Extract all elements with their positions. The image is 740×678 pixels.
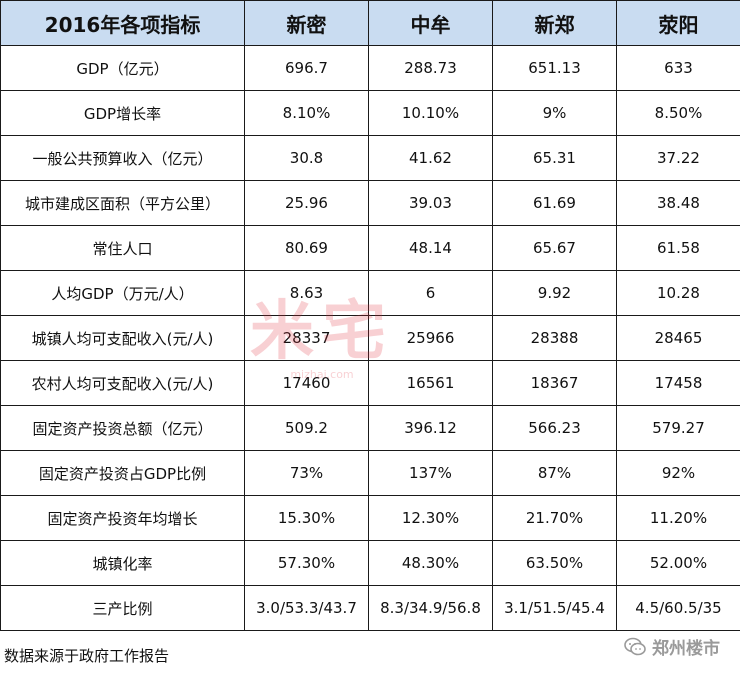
row-label: 固定资产投资总额（亿元） xyxy=(0,405,245,451)
table-row: 城市建成区面积（平方公里） 25.96 39.03 61.69 38.48 xyxy=(0,180,740,226)
table-cell: 9% xyxy=(492,90,617,136)
header-zhongmou: 中牟 xyxy=(368,0,493,46)
table-row: GDP增长率 8.10% 10.10% 9% 8.50% xyxy=(0,90,740,136)
table-cell: 37.22 xyxy=(616,135,740,181)
table-row: 农村人均可支配收入(元/人) 17460 16561 18367 17458 xyxy=(0,360,740,406)
row-label: 一般公共预算收入（亿元） xyxy=(0,135,245,181)
table-cell: 566.23 xyxy=(492,405,617,451)
table-cell: 696.7 xyxy=(244,45,369,91)
table-cell: 137% xyxy=(368,450,493,496)
table-row: 常住人口 80.69 48.14 65.67 61.58 xyxy=(0,225,740,271)
table-cell: 11.20% xyxy=(616,495,740,541)
table-cell: 633 xyxy=(616,45,740,91)
table-cell: 48.14 xyxy=(368,225,493,271)
table-cell: 17458 xyxy=(616,360,740,406)
table-cell: 6 xyxy=(368,270,493,316)
row-label: 农村人均可支配收入(元/人) xyxy=(0,360,245,406)
table-cell: 41.62 xyxy=(368,135,493,181)
table-cell: 87% xyxy=(492,450,617,496)
table-row: 城镇人均可支配收入(元/人) 28337 25966 28388 28465 xyxy=(0,315,740,361)
table-cell: 57.30% xyxy=(244,540,369,586)
table-cell: 25.96 xyxy=(244,180,369,226)
table-cell: 28388 xyxy=(492,315,617,361)
table-cell: 10.10% xyxy=(368,90,493,136)
table-cell: 16561 xyxy=(368,360,493,406)
header-indicator: 2016年各项指标 xyxy=(0,0,245,46)
row-label: 固定资产投资占GDP比例 xyxy=(0,450,245,496)
table-cell: 15.30% xyxy=(244,495,369,541)
table-row: 固定资产投资年均增长 15.30% 12.30% 21.70% 11.20% xyxy=(0,495,740,541)
table-row: 固定资产投资占GDP比例 73% 137% 87% 92% xyxy=(0,450,740,496)
table-cell: 8.10% xyxy=(244,90,369,136)
header-xinmi: 新密 xyxy=(244,0,369,46)
header-xingyang: 荥阳 xyxy=(616,0,740,46)
table-row: 城镇化率 57.30% 48.30% 63.50% 52.00% xyxy=(0,540,740,586)
table-cell: 28465 xyxy=(616,315,740,361)
source-note: 数据来源于政府工作报告 xyxy=(4,647,170,665)
table-cell: 3.1/51.5/45.4 xyxy=(492,585,617,631)
table-cell: 288.73 xyxy=(368,45,493,91)
row-label: 城镇人均可支配收入(元/人) xyxy=(0,315,245,361)
table-cell: 38.48 xyxy=(616,180,740,226)
row-label: GDP增长率 xyxy=(0,90,245,136)
table-cell: 65.67 xyxy=(492,225,617,271)
table-row: 人均GDP（万元/人） 8.63 6 9.92 10.28 xyxy=(0,270,740,316)
table-cell: 21.70% xyxy=(492,495,617,541)
table-cell: 9.92 xyxy=(492,270,617,316)
table-cell: 63.50% xyxy=(492,540,617,586)
row-label: 城市建成区面积（平方公里） xyxy=(0,180,245,226)
table-cell: 8.50% xyxy=(616,90,740,136)
wechat-icon xyxy=(624,637,646,657)
table-cell: 39.03 xyxy=(368,180,493,226)
row-label: 固定资产投资年均增长 xyxy=(0,495,245,541)
table-row: 三产比例 3.0/53.3/43.7 8.3/34.9/56.8 3.1/51.… xyxy=(0,585,740,631)
table-cell: 61.69 xyxy=(492,180,617,226)
table-cell: 3.0/53.3/43.7 xyxy=(244,585,369,631)
table-header-row: 2016年各项指标 新密 中牟 新郑 荥阳 xyxy=(0,0,740,46)
table-cell: 396.12 xyxy=(368,405,493,451)
header-xinzheng: 新郑 xyxy=(492,0,617,46)
indicator-table: 2016年各项指标 新密 中牟 新郑 荥阳 GDP（亿元） 696.7 288.… xyxy=(0,0,740,631)
table-cell: 48.30% xyxy=(368,540,493,586)
table-cell: 18367 xyxy=(492,360,617,406)
table-row: GDP（亿元） 696.7 288.73 651.13 633 xyxy=(0,45,740,91)
table-cell: 61.58 xyxy=(616,225,740,271)
table-cell: 80.69 xyxy=(244,225,369,271)
table-cell: 52.00% xyxy=(616,540,740,586)
row-label: GDP（亿元） xyxy=(0,45,245,91)
table-row: 一般公共预算收入（亿元） 30.8 41.62 65.31 37.22 xyxy=(0,135,740,181)
table-cell: 509.2 xyxy=(244,405,369,451)
table-cell: 12.30% xyxy=(368,495,493,541)
table-cell: 651.13 xyxy=(492,45,617,91)
table-cell: 8.3/34.9/56.8 xyxy=(368,585,493,631)
table-cell: 73% xyxy=(244,450,369,496)
row-label: 三产比例 xyxy=(0,585,245,631)
table-cell: 8.63 xyxy=(244,270,369,316)
row-label: 人均GDP（万元/人） xyxy=(0,270,245,316)
table-cell: 10.28 xyxy=(616,270,740,316)
row-label: 常住人口 xyxy=(0,225,245,271)
account-badge: 郑州楼市 xyxy=(624,634,720,659)
table-cell: 28337 xyxy=(244,315,369,361)
table-cell: 579.27 xyxy=(616,405,740,451)
table-cell: 4.5/60.5/35 xyxy=(616,585,740,631)
account-name: 郑州楼市 xyxy=(652,639,720,659)
row-label: 城镇化率 xyxy=(0,540,245,586)
table-cell: 65.31 xyxy=(492,135,617,181)
table-cell: 25966 xyxy=(368,315,493,361)
table-cell: 17460 xyxy=(244,360,369,406)
table-cell: 30.8 xyxy=(244,135,369,181)
table-row: 固定资产投资总额（亿元） 509.2 396.12 566.23 579.27 xyxy=(0,405,740,451)
table-cell: 92% xyxy=(616,450,740,496)
